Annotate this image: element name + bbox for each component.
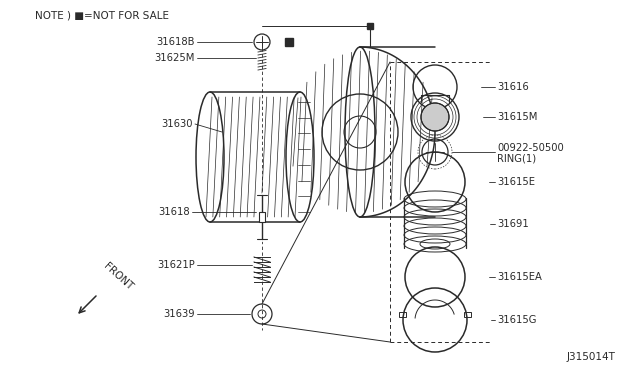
Text: FRONT: FRONT	[102, 261, 135, 292]
Circle shape	[421, 103, 449, 131]
Text: 31630: 31630	[161, 119, 193, 129]
Text: 31618B: 31618B	[157, 37, 195, 47]
Text: 31615E: 31615E	[497, 177, 535, 187]
Text: 00922-50500: 00922-50500	[497, 143, 564, 153]
Bar	[399, 312, 406, 317]
Text: 31625M: 31625M	[155, 53, 195, 63]
Text: 31615M: 31615M	[497, 112, 538, 122]
Text: 31615EA: 31615EA	[497, 272, 542, 282]
Bar	[464, 312, 471, 317]
Text: 31618: 31618	[158, 207, 190, 217]
Text: 31621P: 31621P	[157, 260, 195, 270]
Text: 31616: 31616	[497, 82, 529, 92]
Text: NOTE ) ■=NOT FOR SALE: NOTE ) ■=NOT FOR SALE	[35, 10, 169, 20]
Bar	[285, 38, 293, 46]
Bar	[367, 23, 373, 29]
Text: 31691: 31691	[497, 219, 529, 229]
Text: 31615G: 31615G	[497, 315, 536, 325]
Bar	[259, 212, 265, 222]
Text: 31639: 31639	[163, 309, 195, 319]
Text: J315014T: J315014T	[566, 352, 615, 362]
Text: RING(1): RING(1)	[497, 153, 536, 163]
